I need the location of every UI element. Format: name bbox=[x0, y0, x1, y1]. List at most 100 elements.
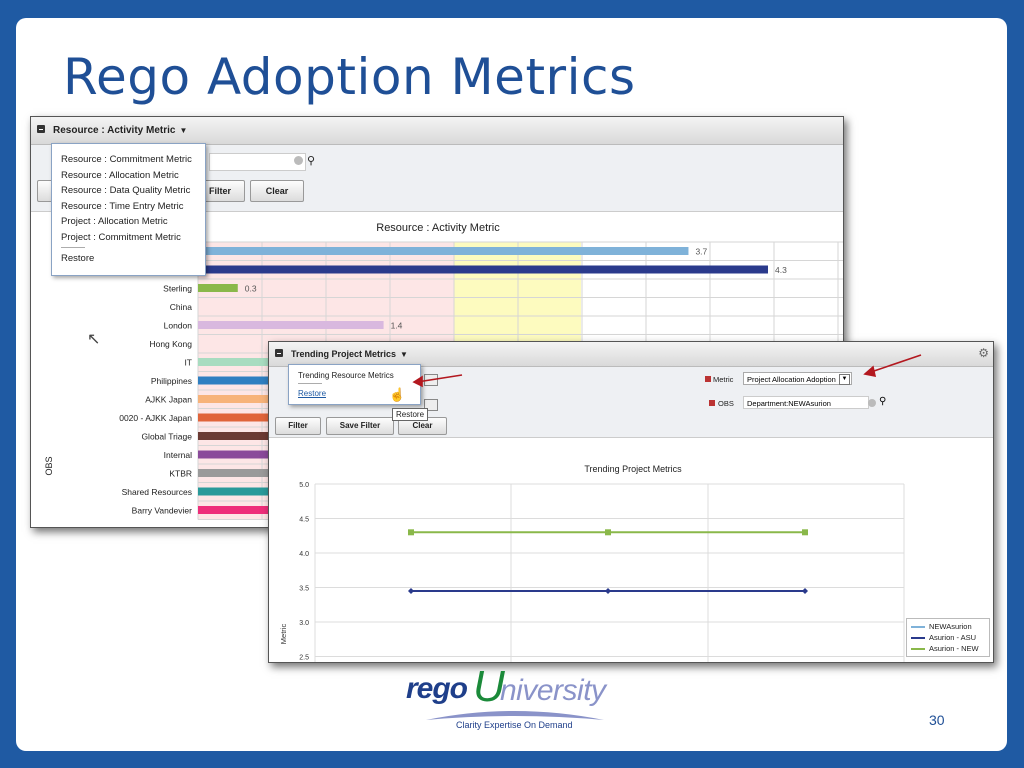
category-label: Internal bbox=[164, 450, 192, 460]
portlet-title-menu[interactable]: Trending Project Metrics ▼ bbox=[291, 349, 408, 359]
data-label: 3.7 bbox=[695, 246, 707, 256]
chart-title: Trending Project Metrics bbox=[584, 464, 682, 474]
y-tick-label: 3.5 bbox=[299, 586, 309, 593]
restore-link[interactable]: Restore bbox=[298, 389, 327, 398]
obs-field[interactable]: Department:NEWAsurion bbox=[743, 396, 869, 409]
required-icon bbox=[705, 376, 711, 382]
logo-u: U bbox=[473, 662, 505, 711]
chevron-down-icon[interactable]: ▼ bbox=[839, 374, 850, 385]
data-label: 4.3 bbox=[775, 265, 787, 275]
binoculars-icon[interactable]: ⚲ bbox=[879, 396, 887, 407]
legend-item[interactable]: NEWAsurion bbox=[911, 621, 985, 632]
data-label: 1.4 bbox=[391, 320, 403, 330]
portlet-header: Resource : Activity Metric ▼ bbox=[31, 117, 843, 145]
metric-select-value: Project Allocation Adoption bbox=[747, 375, 836, 384]
trending-dropdown-menu: Trending Resource Metrics ------------ R… bbox=[288, 364, 421, 405]
category-label: KTBR bbox=[169, 468, 192, 478]
metric-select[interactable]: Project Allocation Adoption ▼ bbox=[743, 372, 852, 385]
metric-label: Metric bbox=[713, 375, 734, 384]
red-arrow-left bbox=[416, 374, 463, 383]
y-tick-label: 5.0 bbox=[299, 482, 309, 489]
filter-button[interactable]: Filter bbox=[275, 417, 321, 435]
data-point[interactable] bbox=[802, 587, 808, 594]
red-arrow-right bbox=[870, 354, 922, 373]
menu-item[interactable]: Project : Allocation Metric bbox=[61, 216, 168, 227]
slide-title: Rego Adoption Metrics bbox=[63, 48, 636, 106]
category-label: IT bbox=[184, 357, 192, 367]
slide: Rego Adoption Metrics Resource : Activit… bbox=[16, 18, 1007, 751]
menu-item[interactable]: Resource : Data Quality Metric bbox=[61, 185, 191, 196]
category-label: Philippines bbox=[151, 376, 192, 386]
arrow-head bbox=[863, 365, 877, 378]
y-axis-label: Metric bbox=[279, 624, 288, 645]
legend-swatch bbox=[911, 636, 925, 639]
menu-separator: ------------ bbox=[298, 381, 322, 387]
portlet-title: Trending Project Metrics bbox=[291, 349, 397, 359]
data-point[interactable] bbox=[408, 529, 414, 536]
category-label: Global Triage bbox=[141, 431, 192, 441]
logo-rego: rego bbox=[406, 672, 468, 705]
legend-item[interactable]: Asurion - NEW bbox=[911, 643, 985, 654]
category-label: China bbox=[170, 302, 192, 312]
annotation-arrows bbox=[412, 354, 922, 388]
legend-label: Asurion - ASU bbox=[929, 633, 977, 642]
y-tick-label: 4.0 bbox=[299, 551, 309, 558]
gear-icon[interactable]: ⚙ bbox=[978, 346, 989, 360]
binoculars-icon[interactable]: ⚲ bbox=[307, 155, 316, 167]
portlet-header: Trending Project Metrics ▼ ⚙ bbox=[269, 342, 993, 367]
legend-item[interactable]: Asurion - ASU bbox=[911, 632, 985, 643]
save-filter-button[interactable]: Save Filter bbox=[326, 417, 394, 435]
required-icon bbox=[709, 400, 715, 406]
category-label: 0020 - AJKK Japan bbox=[119, 413, 192, 423]
y-tick-label: 2.5 bbox=[299, 655, 309, 662]
category-label: AJKK Japan bbox=[145, 394, 192, 404]
trending-project-chart: Trending Project Metrics 5.0 4.5 4.0 3.5 3.0 2… bbox=[279, 464, 905, 662]
data-point[interactable] bbox=[802, 529, 808, 536]
collapse-icon[interactable] bbox=[275, 349, 283, 357]
portlet-title-menu[interactable]: Resource : Activity Metric ▼ bbox=[53, 125, 187, 136]
chart-legend: NEWAsurion Asurion - ASU Asurion - NEW bbox=[906, 618, 990, 657]
bar[interactable] bbox=[198, 247, 689, 255]
rego-university-logo: rego U niversity Clarity Expertise On De… bbox=[404, 662, 614, 732]
menu-item[interactable]: Project : Commitment Metric bbox=[61, 231, 181, 243]
bar[interactable] bbox=[198, 284, 238, 292]
data-point[interactable] bbox=[605, 587, 611, 594]
mouse-cursor-icon: ↖ bbox=[87, 331, 101, 348]
arrow-head bbox=[412, 375, 423, 388]
category-label: London bbox=[164, 320, 193, 330]
logo-swoosh bbox=[426, 711, 604, 720]
category-label: Shared Resources bbox=[122, 487, 192, 497]
legend-label: Asurion - NEW bbox=[929, 644, 979, 653]
portlet-title: Resource : Activity Metric bbox=[53, 125, 176, 136]
collapse-icon[interactable] bbox=[37, 125, 45, 133]
legend-swatch bbox=[911, 647, 925, 650]
logo-niversity: niversity bbox=[500, 674, 606, 707]
menu-item[interactable]: Trending Resource Metrics bbox=[298, 371, 394, 380]
menu-item[interactable]: Resource : Commitment Metric bbox=[61, 154, 192, 165]
data-label: 0.3 bbox=[245, 283, 257, 293]
clear-button[interactable]: Clear bbox=[250, 180, 304, 202]
category-label: Sterling bbox=[163, 283, 192, 293]
menu-item[interactable]: Restore bbox=[61, 253, 95, 264]
clear-field-icon[interactable] bbox=[294, 156, 303, 165]
obs-label: OBS bbox=[718, 399, 734, 408]
hand-cursor-icon: ☝ bbox=[389, 387, 406, 402]
caret-down-icon: ▼ bbox=[179, 126, 188, 135]
data-point[interactable] bbox=[605, 529, 611, 536]
legend-swatch bbox=[911, 625, 925, 628]
menu-item[interactable]: Resource : Time Entry Metric bbox=[61, 200, 184, 212]
menu-item[interactable]: Resource : Allocation Metric bbox=[61, 169, 179, 181]
bar[interactable] bbox=[198, 265, 768, 274]
caret-down-icon: ▼ bbox=[400, 350, 408, 359]
clear-field-icon[interactable] bbox=[868, 399, 876, 407]
trending-project-portlet: Trending Project Metrics ▼ ⚙ Metric Proje… bbox=[268, 341, 994, 663]
y-tick-label: 3.0 bbox=[299, 620, 309, 627]
bar[interactable] bbox=[198, 321, 384, 329]
chart-title: Resource : Activity Metric bbox=[376, 222, 500, 234]
y-tick-label: 4.5 bbox=[299, 517, 309, 524]
page-number: 30 bbox=[929, 712, 945, 728]
menu-separator: ------------ bbox=[61, 245, 85, 251]
data-point[interactable] bbox=[408, 587, 414, 594]
logo-tagline: Clarity Expertise On Demand bbox=[456, 720, 573, 730]
obs-field[interactable] bbox=[209, 153, 306, 171]
